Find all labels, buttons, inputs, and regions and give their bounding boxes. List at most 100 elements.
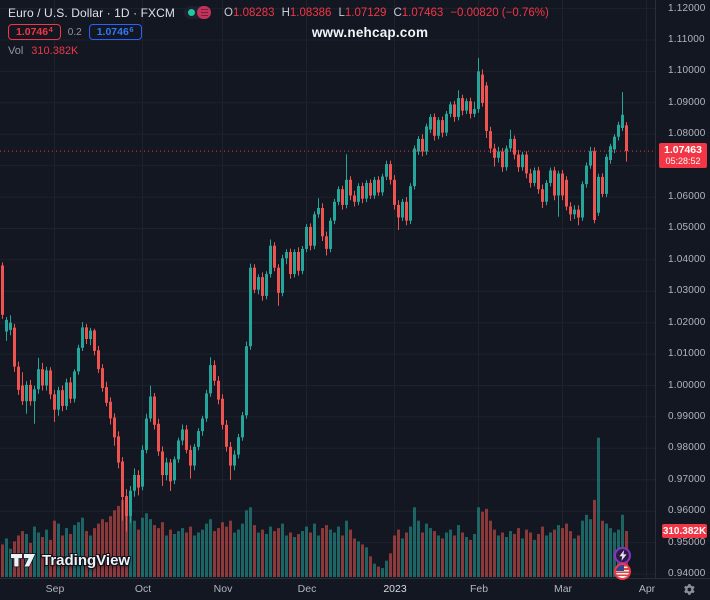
volume-bar[interactable] bbox=[493, 529, 496, 577]
candle[interactable] bbox=[277, 267, 280, 293]
candle[interactable] bbox=[325, 236, 328, 249]
price-chart-canvas[interactable] bbox=[0, 0, 655, 578]
candle[interactable] bbox=[145, 418, 148, 450]
candle[interactable] bbox=[589, 151, 592, 166]
volume-bar[interactable] bbox=[277, 528, 280, 577]
volume-bar[interactable] bbox=[249, 507, 252, 577]
candle[interactable] bbox=[421, 138, 424, 152]
candle[interactable] bbox=[301, 248, 304, 271]
candle[interactable] bbox=[253, 267, 256, 290]
volume-bar[interactable] bbox=[457, 525, 460, 577]
volume-bar[interactable] bbox=[553, 529, 556, 577]
candle[interactable] bbox=[445, 113, 448, 133]
volume-bar[interactable] bbox=[409, 526, 412, 577]
candle[interactable] bbox=[569, 206, 572, 215]
candle[interactable] bbox=[473, 109, 476, 114]
volume-bar[interactable] bbox=[157, 528, 160, 577]
volume-bar[interactable] bbox=[221, 522, 224, 577]
candle[interactable] bbox=[149, 396, 152, 419]
volume-bar[interactable] bbox=[61, 535, 64, 578]
volume-bar[interactable] bbox=[113, 510, 116, 577]
candle[interactable] bbox=[105, 387, 108, 403]
candle[interactable] bbox=[385, 164, 388, 177]
candle[interactable] bbox=[453, 104, 456, 117]
volume-bar[interactable] bbox=[441, 538, 444, 578]
candle[interactable] bbox=[485, 85, 488, 132]
candle[interactable] bbox=[93, 330, 96, 351]
volume-bar[interactable] bbox=[281, 523, 284, 577]
candle[interactable] bbox=[377, 179, 380, 193]
volume-bar[interactable] bbox=[361, 544, 364, 577]
volume-bar[interactable] bbox=[105, 522, 108, 577]
candle[interactable] bbox=[381, 176, 384, 193]
candle[interactable] bbox=[197, 431, 200, 447]
candle[interactable] bbox=[413, 148, 416, 187]
candle[interactable] bbox=[221, 398, 224, 425]
candle[interactable] bbox=[257, 277, 260, 290]
us-flag-bubble-button[interactable] bbox=[614, 563, 631, 580]
volume-bar[interactable] bbox=[581, 520, 584, 577]
candle[interactable] bbox=[45, 370, 48, 386]
candle[interactable] bbox=[393, 179, 396, 205]
volume-bar[interactable] bbox=[257, 532, 260, 578]
candle[interactable] bbox=[77, 347, 80, 372]
volume-bar[interactable] bbox=[481, 511, 484, 577]
candle[interactable] bbox=[425, 126, 428, 152]
volume-bar[interactable] bbox=[405, 532, 408, 578]
candle[interactable] bbox=[405, 201, 408, 221]
candle[interactable] bbox=[9, 322, 12, 330]
volume-bar[interactable] bbox=[377, 566, 380, 577]
volume-bar[interactable] bbox=[165, 535, 168, 578]
chart-pane[interactable]: www.nehcap.com Euro / U.S. Dollar · 1D ·… bbox=[0, 0, 655, 580]
volume-bar[interactable] bbox=[93, 528, 96, 577]
volume-bar[interactable] bbox=[437, 535, 440, 578]
candle[interactable] bbox=[185, 429, 188, 450]
volume-bar[interactable] bbox=[373, 563, 376, 577]
volume-bar[interactable] bbox=[449, 529, 452, 577]
volume-bar[interactable] bbox=[461, 532, 464, 578]
volume-bar[interactable] bbox=[193, 535, 196, 578]
volume-bar[interactable] bbox=[425, 523, 428, 577]
candle[interactable] bbox=[189, 449, 192, 466]
candle[interactable] bbox=[5, 319, 8, 332]
volume-bar[interactable] bbox=[465, 537, 468, 577]
candle[interactable] bbox=[561, 173, 564, 196]
candle[interactable] bbox=[169, 462, 172, 482]
volume-bar[interactable] bbox=[393, 535, 396, 578]
volume-bar[interactable] bbox=[349, 529, 352, 577]
volume-bar[interactable] bbox=[421, 532, 424, 578]
candle[interactable] bbox=[173, 459, 176, 481]
volume-bar[interactable] bbox=[397, 529, 400, 577]
candle[interactable] bbox=[281, 258, 284, 293]
candle[interactable] bbox=[497, 151, 500, 158]
symbol-title[interactable]: Euro / U.S. Dollar · 1D · FXCM bbox=[8, 5, 176, 20]
tradingview-logo[interactable]: TradingView bbox=[10, 552, 130, 569]
volume-bar[interactable] bbox=[69, 534, 72, 577]
volume-bar[interactable] bbox=[517, 528, 520, 577]
volume-bar[interactable] bbox=[565, 523, 568, 577]
volume-bar[interactable] bbox=[341, 535, 344, 578]
volume-bar[interactable] bbox=[205, 523, 208, 577]
candle[interactable] bbox=[297, 252, 300, 271]
volume-bar[interactable] bbox=[233, 532, 236, 578]
candle[interactable] bbox=[241, 415, 244, 438]
volume-bar[interactable] bbox=[573, 538, 576, 578]
volume-bar[interactable] bbox=[353, 538, 356, 578]
candle[interactable] bbox=[513, 138, 516, 155]
volume-bar[interactable] bbox=[125, 502, 128, 577]
volume-bar[interactable] bbox=[301, 531, 304, 577]
volume-bar[interactable] bbox=[49, 539, 52, 577]
volume-bar[interactable] bbox=[365, 547, 368, 577]
candle[interactable] bbox=[273, 245, 276, 268]
lightning-bubble-button[interactable] bbox=[614, 547, 631, 564]
volume-bar[interactable] bbox=[189, 526, 192, 577]
volume-bar[interactable] bbox=[313, 523, 316, 577]
volume-bar[interactable] bbox=[381, 568, 384, 577]
volume-bar[interactable] bbox=[469, 539, 472, 577]
volume-bar[interactable] bbox=[333, 532, 336, 578]
candle[interactable] bbox=[193, 446, 196, 466]
candle[interactable] bbox=[161, 451, 164, 476]
candle[interactable] bbox=[357, 186, 360, 202]
volume-bar[interactable] bbox=[525, 529, 528, 577]
volume-bar[interactable] bbox=[9, 548, 12, 577]
